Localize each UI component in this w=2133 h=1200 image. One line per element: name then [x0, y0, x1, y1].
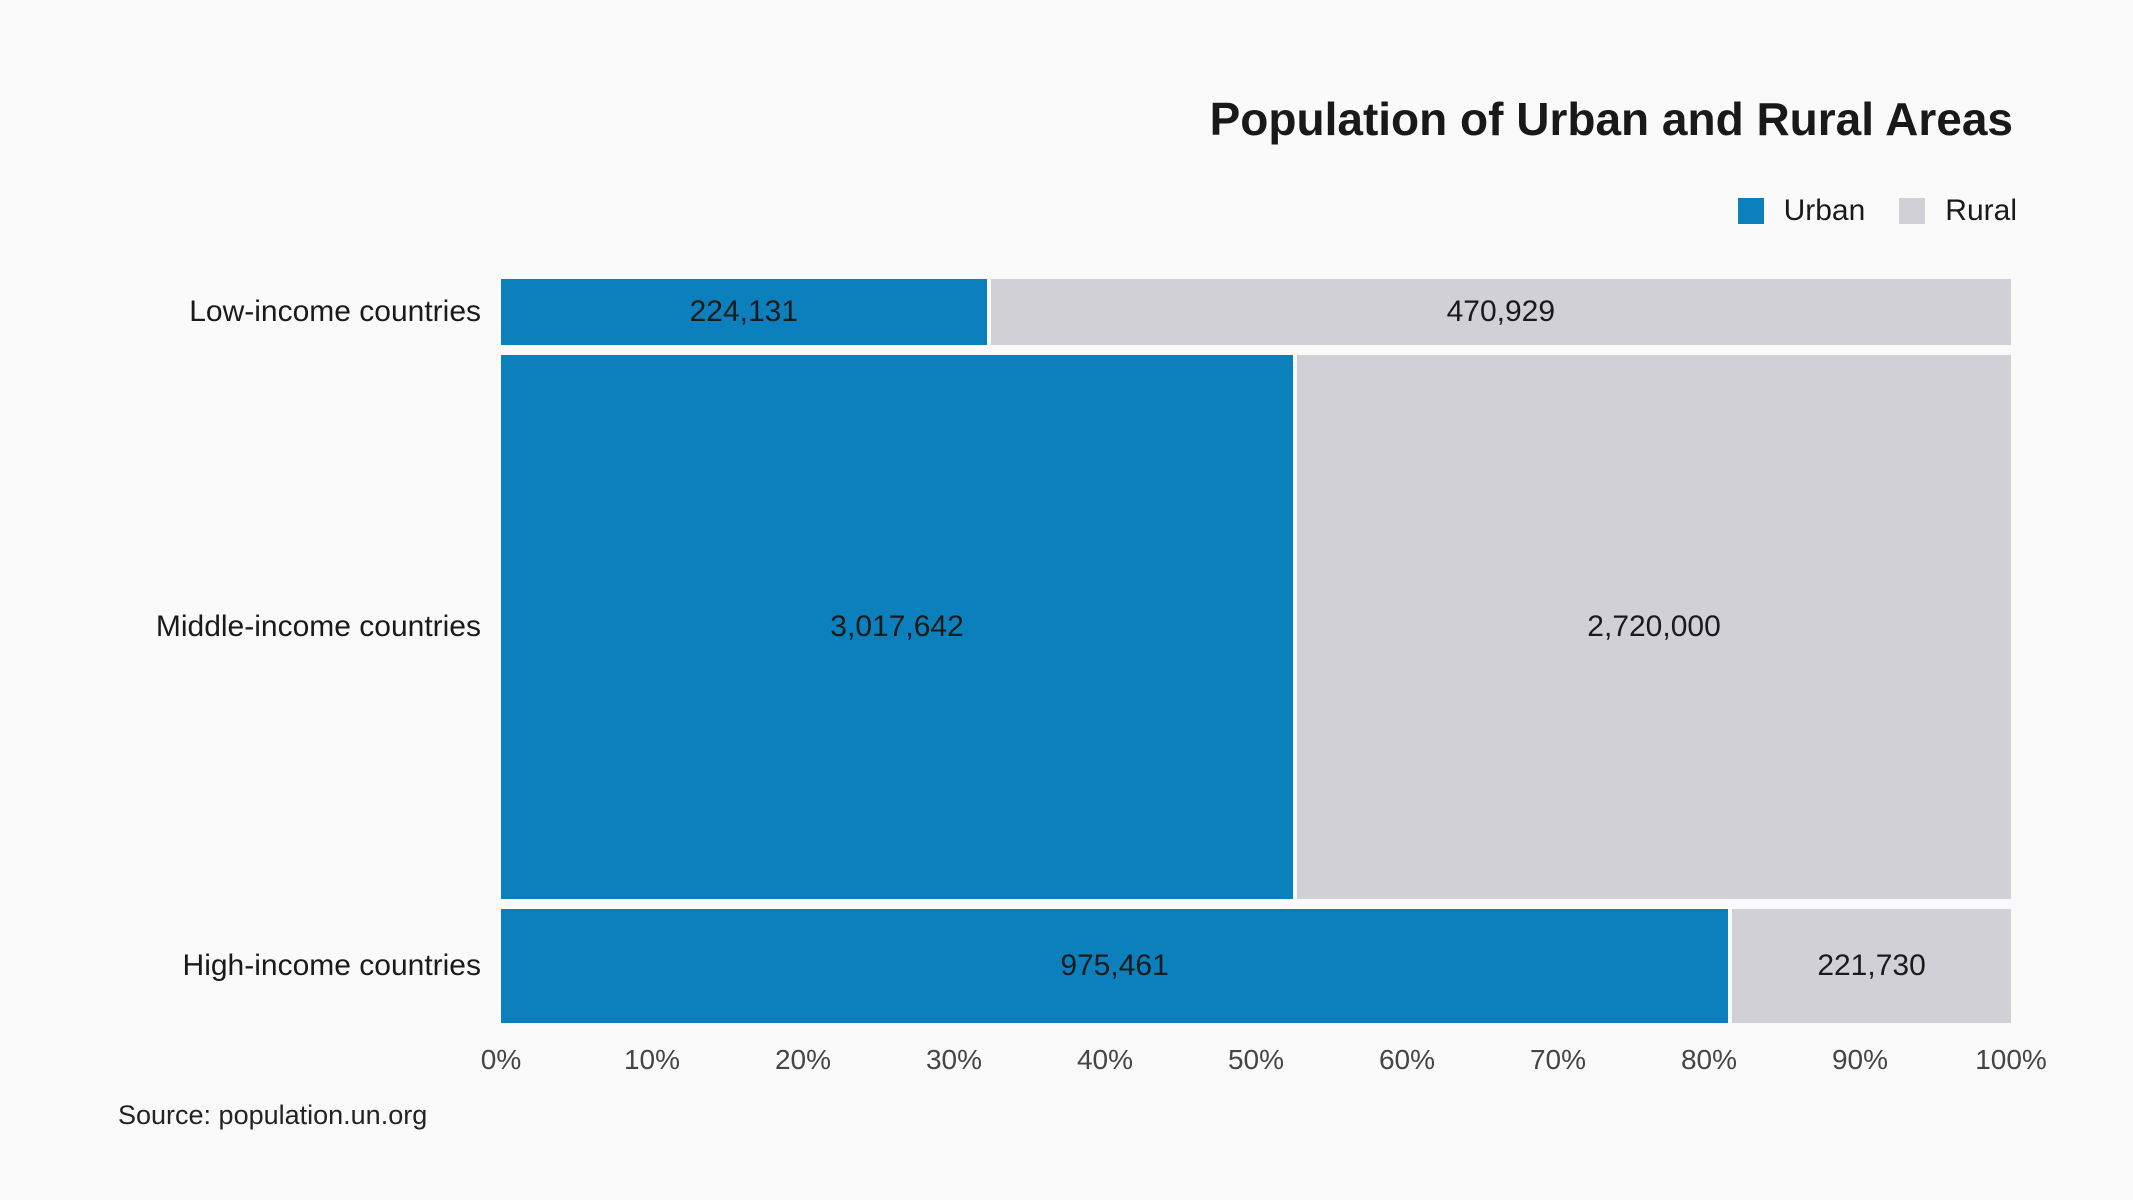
chart-title: Population of Urban and Rural Areas: [1209, 93, 2013, 145]
legend-swatch-urban: [1737, 198, 1764, 224]
value-label: 221,730: [1817, 949, 1926, 983]
x-axis-tick: 40%: [1076, 1044, 1134, 1075]
x-axis-tick: 90%: [1831, 1044, 1889, 1075]
bar-segment-rural[interactable]: 2,720,000: [1297, 354, 2011, 900]
value-label: 975,461: [1060, 949, 1169, 983]
x-axis-tick: 50%: [1227, 1044, 1285, 1075]
legend-label-rural: Rural: [1945, 194, 2017, 227]
x-axis-tick: 30%: [925, 1044, 983, 1075]
bar-segment-urban[interactable]: 3,017,642: [501, 354, 1294, 900]
x-axis-tick: 10%: [623, 1044, 681, 1075]
legend: Urban Rural: [1737, 194, 2017, 228]
x-axis-tick: 80%: [1680, 1044, 1738, 1075]
x-axis-tick: 100%: [1975, 1044, 2047, 1075]
category-label: High-income countries: [182, 949, 481, 983]
bar-segment-urban[interactable]: 975,461: [501, 909, 1729, 1023]
legend-item-rural: Rural: [1899, 194, 2017, 228]
bar-segment-rural[interactable]: 470,929: [990, 279, 2011, 345]
bar-row: Low-income countries 224,131 470,929: [189, 279, 2011, 345]
value-label: 3,017,642: [830, 610, 964, 644]
x-axis-tick: 0%: [480, 1044, 522, 1075]
category-label: Middle-income countries: [155, 610, 481, 644]
bar-row: High-income countries 975,461 221,730: [183, 909, 2011, 1023]
x-axis-tick: 70%: [1529, 1044, 1587, 1075]
source-note: Source: population.un.org: [118, 1100, 428, 1130]
bar-segment-rural[interactable]: 221,730: [1732, 909, 2011, 1023]
x-axis-tick: 60%: [1378, 1044, 1436, 1075]
x-axis: 0% 10% 20% 30% 40% 50% 60% 70% 80% 90% 100%: [481, 1044, 2047, 1080]
legend-swatch-rural: [1899, 198, 1926, 224]
value-label: 470,929: [1446, 294, 1556, 328]
category-label: Low-income countries: [189, 294, 481, 328]
x-axis-tick: 20%: [774, 1044, 832, 1075]
legend-label-urban: Urban: [1783, 194, 1866, 227]
value-label: 2,720,000: [1587, 610, 1721, 644]
legend-item-urban: Urban: [1737, 194, 1866, 228]
plot-area: Low-income countries 224,131 470,929 Middle…: [156, 279, 2011, 1023]
bar-row: Middle-income countries 3,017,642 2,720,00…: [156, 354, 2011, 900]
value-label: 224,131: [689, 294, 799, 328]
bar-segment-urban[interactable]: 224,131: [501, 279, 987, 345]
